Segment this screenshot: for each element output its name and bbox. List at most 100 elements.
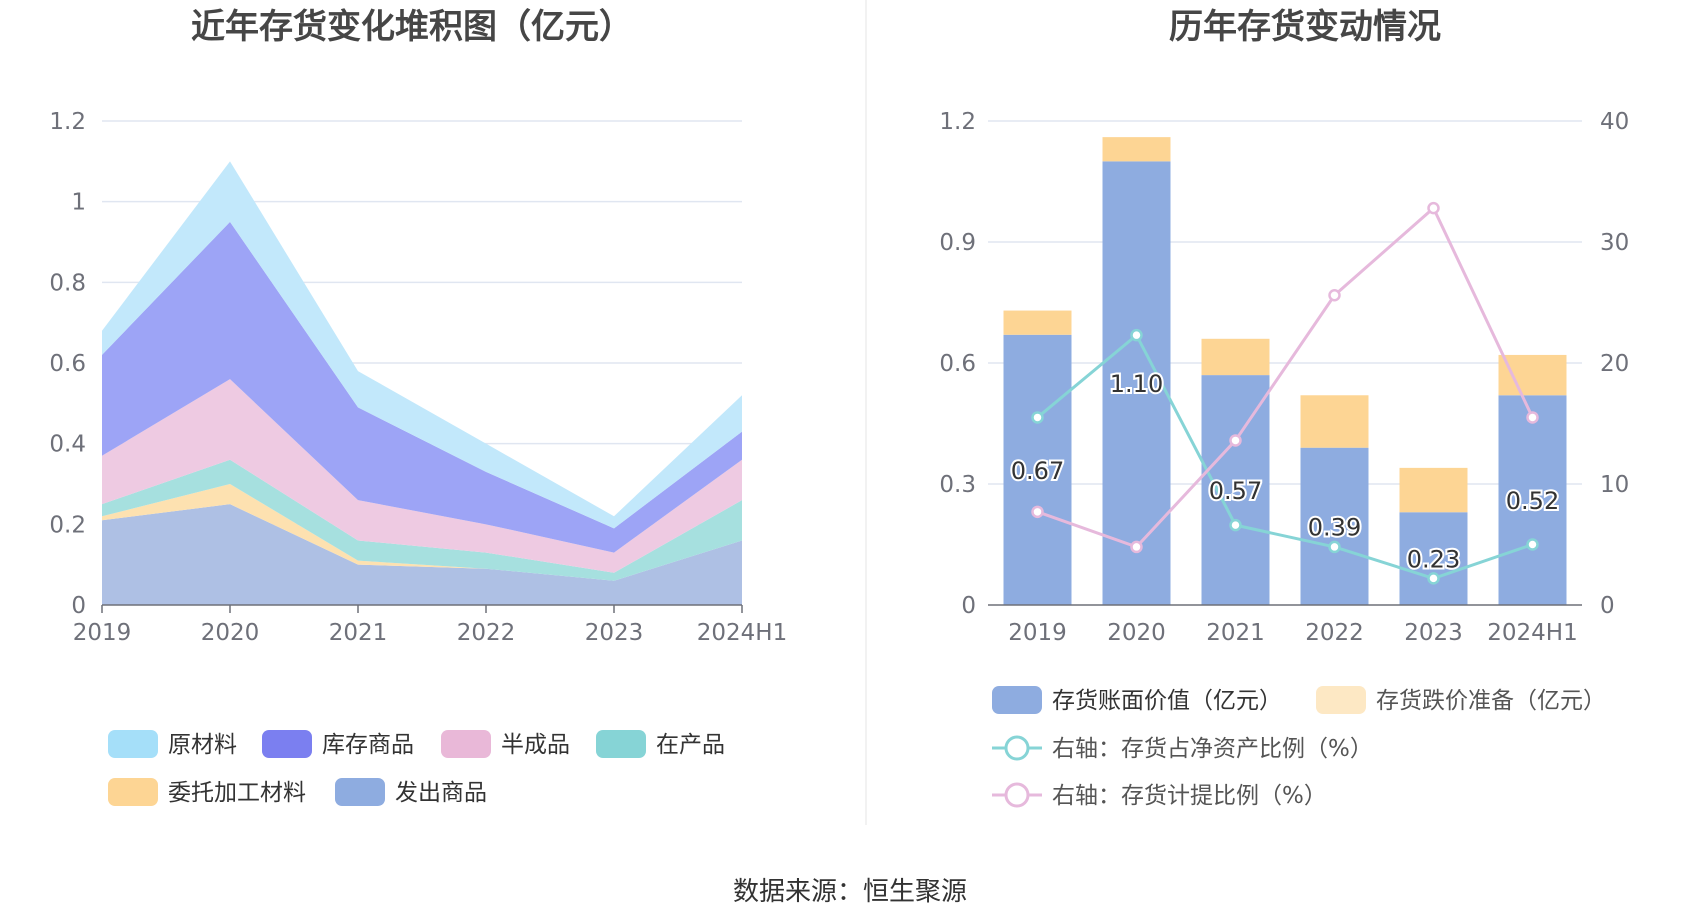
line-point-0: [1130, 328, 1143, 342]
bar-inventory-impairment-reserve: [1300, 395, 1369, 448]
left-y-tick-label: 0.6: [49, 351, 86, 377]
line-point-0: [1031, 411, 1044, 424]
legend-item-半成品[interactable]: 半成品: [441, 730, 570, 758]
right-bar-value-labels: 0.67 1.10 0.57 0.39 0.23 0.52: [1009, 368, 1561, 575]
legend-line-marker: [1004, 782, 1030, 808]
right-line-series: [1031, 201, 1539, 585]
left-x-axis-labels: 2019 2020 2021 2022 2023 2024H1: [73, 620, 788, 646]
bar-value-label: 0.67: [1011, 457, 1064, 485]
legend-item-发出商品[interactable]: 发出商品: [335, 778, 487, 806]
right-legend-item-3[interactable]: 右轴：存货计提比例（%）: [992, 782, 1327, 809]
line-point-0: [1328, 540, 1341, 554]
area-series-原材料: [102, 161, 742, 529]
left-x-tick-label: 2019: [73, 620, 132, 646]
bar-value-label: 1.10: [1110, 370, 1163, 398]
area-series-委托加工材料: [102, 484, 742, 581]
left-y-tick-label: 1: [71, 190, 86, 216]
line-point-1: [1328, 288, 1341, 302]
legend-label: 原材料: [168, 732, 237, 758]
left-chart-title: 近年存货变化堆积图（亿元）: [191, 7, 633, 47]
bar-value-label: 0.39: [1308, 513, 1361, 541]
bar-inventory-book-value: [1102, 161, 1171, 606]
right-chart-title: 历年存货变动情况: [1169, 7, 1441, 47]
right-gridlines: [988, 120, 1582, 485]
right-legend-item-2[interactable]: 右轴：存货占净资产比例（%）: [992, 735, 1373, 762]
right-secondary-y-axis-labels: 0 10 20 30 40: [1600, 109, 1629, 619]
right-y-tick-label: 0.3: [939, 472, 976, 498]
area-series-发出商品: [102, 504, 742, 605]
legend-swatch: [335, 778, 385, 806]
legend-swatch: [992, 686, 1042, 714]
bar-inventory-impairment-reserve: [1003, 310, 1072, 335]
left-x-tick-label: 2021: [329, 620, 388, 646]
right-legend-item-1[interactable]: 存货跌价准备（亿元）: [1316, 686, 1606, 714]
legend-label: 右轴：存货占净资产比例（%）: [1052, 736, 1373, 762]
stacked-area-chart: 近年存货变化堆积图（亿元） 0 0.2 0.4 0.6 0.8 1 1.2 2019 2020…: [49, 7, 787, 806]
right-y2-tick-label: 30: [1600, 230, 1629, 256]
line-point-1: [1427, 201, 1440, 215]
right-x-tick-label: 2023: [1404, 620, 1463, 646]
right-y2-tick-label: 10: [1600, 472, 1629, 498]
legend-item-原材料[interactable]: 原材料: [108, 730, 237, 758]
right-x-axis-labels: 2019 2020 2021 2022 2023 2024H1: [1008, 620, 1578, 646]
data-source-note: 数据来源：恒生聚源: [733, 877, 967, 907]
bar-inventory-book-value: [1300, 447, 1369, 605]
bar-inventory-book-value: [1399, 512, 1468, 605]
bar-inventory-book-value: [1498, 395, 1567, 605]
right-x-tick-label: 2024H1: [1487, 620, 1577, 646]
legend-label: 委托加工材料: [168, 780, 306, 806]
right-bar-series: [1003, 137, 1567, 606]
legend-label: 在产品: [656, 732, 725, 758]
left-x-axis: [101, 604, 743, 613]
bar-inventory-book-value: [1003, 334, 1072, 605]
left-x-tick-label: 2023: [585, 620, 644, 646]
line-point-1: [1130, 540, 1143, 554]
right-legend-item-0[interactable]: 存货账面价值（亿元）: [992, 686, 1282, 714]
bar-inventory-impairment-reserve: [1498, 354, 1567, 396]
right-x-tick-label: 2021: [1206, 620, 1265, 646]
bar-inventory-impairment-reserve: [1399, 467, 1468, 513]
legend-item-库存商品[interactable]: 库存商品: [262, 730, 414, 758]
right-y-axis-labels: 0 0.3 0.6 0.9 1.2: [939, 109, 976, 619]
right-x-tick-label: 2022: [1305, 620, 1364, 646]
bar-inventory-impairment-reserve: [1102, 137, 1171, 162]
left-y-tick-label: 0.2: [49, 512, 86, 538]
right-y-tick-label: 0.6: [939, 351, 976, 377]
bar-value-label: 0.52: [1506, 487, 1559, 515]
line-point-0: [1427, 572, 1440, 585]
legend-label: 半成品: [501, 732, 570, 758]
left-y-axis-labels: 0 0.2 0.4 0.6 0.8 1 1.2: [49, 109, 86, 619]
legend-label: 发出商品: [395, 780, 487, 806]
legend-item-委托加工材料[interactable]: 委托加工材料: [108, 778, 306, 806]
right-x-tick-label: 2020: [1107, 620, 1166, 646]
line-series-0: [1036, 332, 1533, 580]
left-y-tick-label: 0.8: [49, 270, 86, 296]
area-series-库存商品: [102, 221, 742, 553]
line-point-1: [1526, 411, 1539, 424]
left-y-tick-label: 0: [71, 593, 86, 619]
legend-swatch: [1316, 686, 1366, 714]
right-legend[interactable]: 存货账面价值（亿元） 存货跌价准备（亿元）右轴：存货占净资产比例（%） 右轴：存货计…: [992, 686, 1606, 809]
legend-item-在产品[interactable]: 在产品: [596, 730, 725, 758]
right-y-tick-label: 0: [961, 593, 976, 619]
right-y-tick-label: 1.2: [939, 109, 976, 135]
bar-inventory-book-value: [1201, 375, 1270, 605]
legend-label: 右轴：存货计提比例（%）: [1052, 783, 1327, 809]
line-point-0: [1229, 518, 1242, 532]
legend-swatch: [596, 730, 646, 758]
legend-swatch: [108, 778, 158, 806]
legend-swatch: [108, 730, 158, 758]
area-series-半成品: [102, 379, 742, 573]
line-point-0: [1526, 538, 1539, 551]
legend-label: 存货跌价准备（亿元）: [1376, 688, 1606, 714]
right-y-tick-label: 0.9: [939, 230, 976, 256]
bar-value-label: 0.23: [1407, 546, 1460, 574]
area-series-在产品: [102, 459, 742, 581]
right-x-tick-label: 2019: [1008, 620, 1067, 646]
left-x-tick-label: 2020: [201, 620, 260, 646]
line-point-1: [1031, 505, 1044, 519]
legend-label: 存货账面价值（亿元）: [1052, 688, 1282, 714]
left-y-tick-label: 0.4: [49, 432, 86, 458]
